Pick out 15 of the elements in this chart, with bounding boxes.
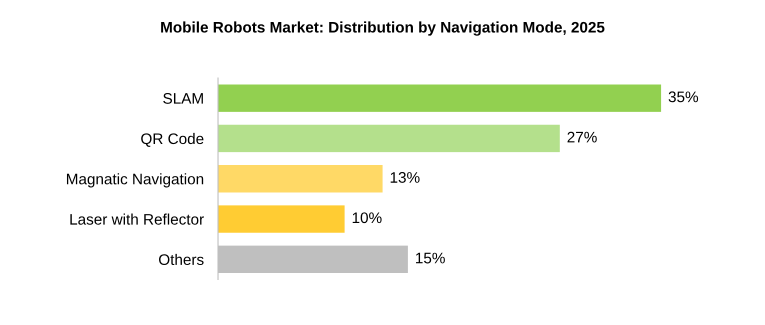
y-tick-label: QR Code (141, 132, 204, 147)
y-tick-label: Laser with Reflector (70, 214, 204, 225)
data-label: 15% (416, 252, 445, 264)
bar (218, 165, 383, 192)
bar (218, 205, 345, 233)
chart-title: Mobile Robots Market: Distribution by Navigation Mode, 2025 (161, 21, 604, 36)
data-label: 13% (390, 172, 420, 183)
y-tick-label: Others (159, 254, 204, 266)
bar (218, 84, 662, 112)
y-tick-label: SLAM (163, 93, 203, 104)
bar (218, 124, 560, 152)
data-label: 27% (568, 132, 597, 142)
data-label: 35% (668, 91, 698, 102)
data-label: 10% (352, 212, 382, 224)
y-tick-label: Magnatic Navigation (66, 173, 204, 188)
